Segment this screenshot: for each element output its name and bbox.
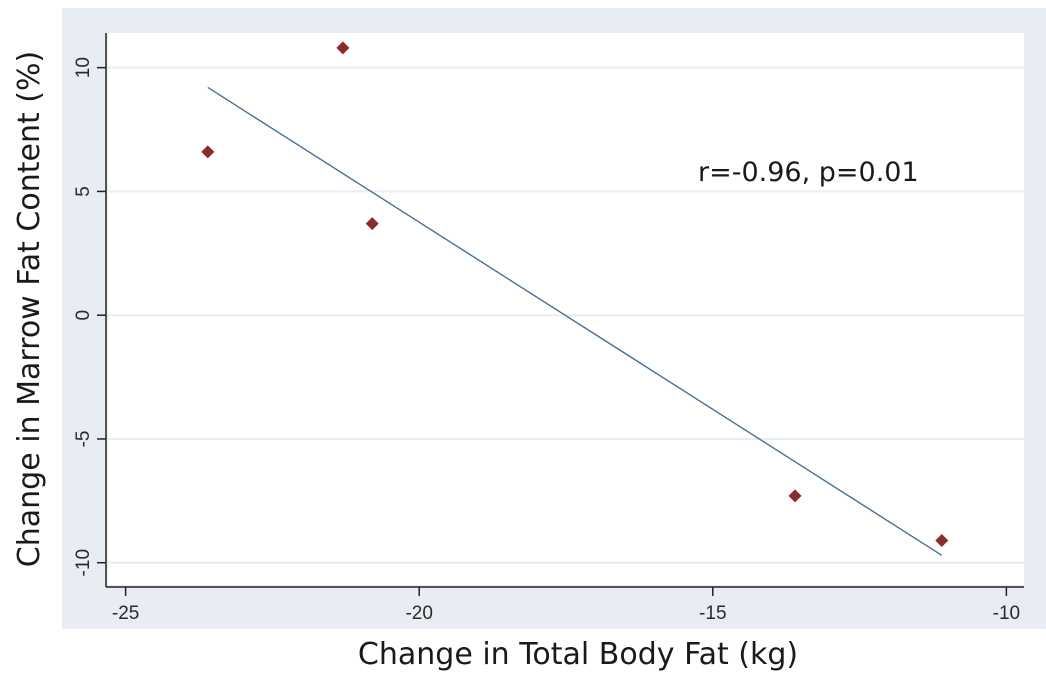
data-point xyxy=(935,533,949,547)
x-tick-label: -10 xyxy=(993,603,1020,624)
x-tick-label: -25 xyxy=(112,603,139,624)
data-points xyxy=(201,41,949,547)
fit-line-group xyxy=(207,86,943,556)
data-point xyxy=(365,217,379,231)
y-tick-label: -10 xyxy=(73,549,94,576)
correlation-annotation: r=-0.96, p=0.01 xyxy=(698,157,919,188)
regression-line xyxy=(207,86,943,556)
y-tick-label: -5 xyxy=(73,431,94,448)
x-axis-title: Change in Total Body Fat (kg) xyxy=(358,637,798,672)
axes: -25 -20 -15 -10 -10 -5 0 5 10 xyxy=(73,33,1024,624)
y-tick-label: 5 xyxy=(73,186,94,197)
x-tick-label: -20 xyxy=(405,603,432,624)
y-tick-label: 10 xyxy=(73,57,94,78)
data-point xyxy=(788,489,802,503)
y-tick-label: 0 xyxy=(73,310,94,321)
y-axis-title: Change in Marrow Fat Content (%) xyxy=(12,51,47,567)
x-tick-label: -15 xyxy=(699,603,726,624)
data-point xyxy=(336,41,350,55)
plot-area xyxy=(108,33,1024,585)
data-point xyxy=(201,145,215,159)
